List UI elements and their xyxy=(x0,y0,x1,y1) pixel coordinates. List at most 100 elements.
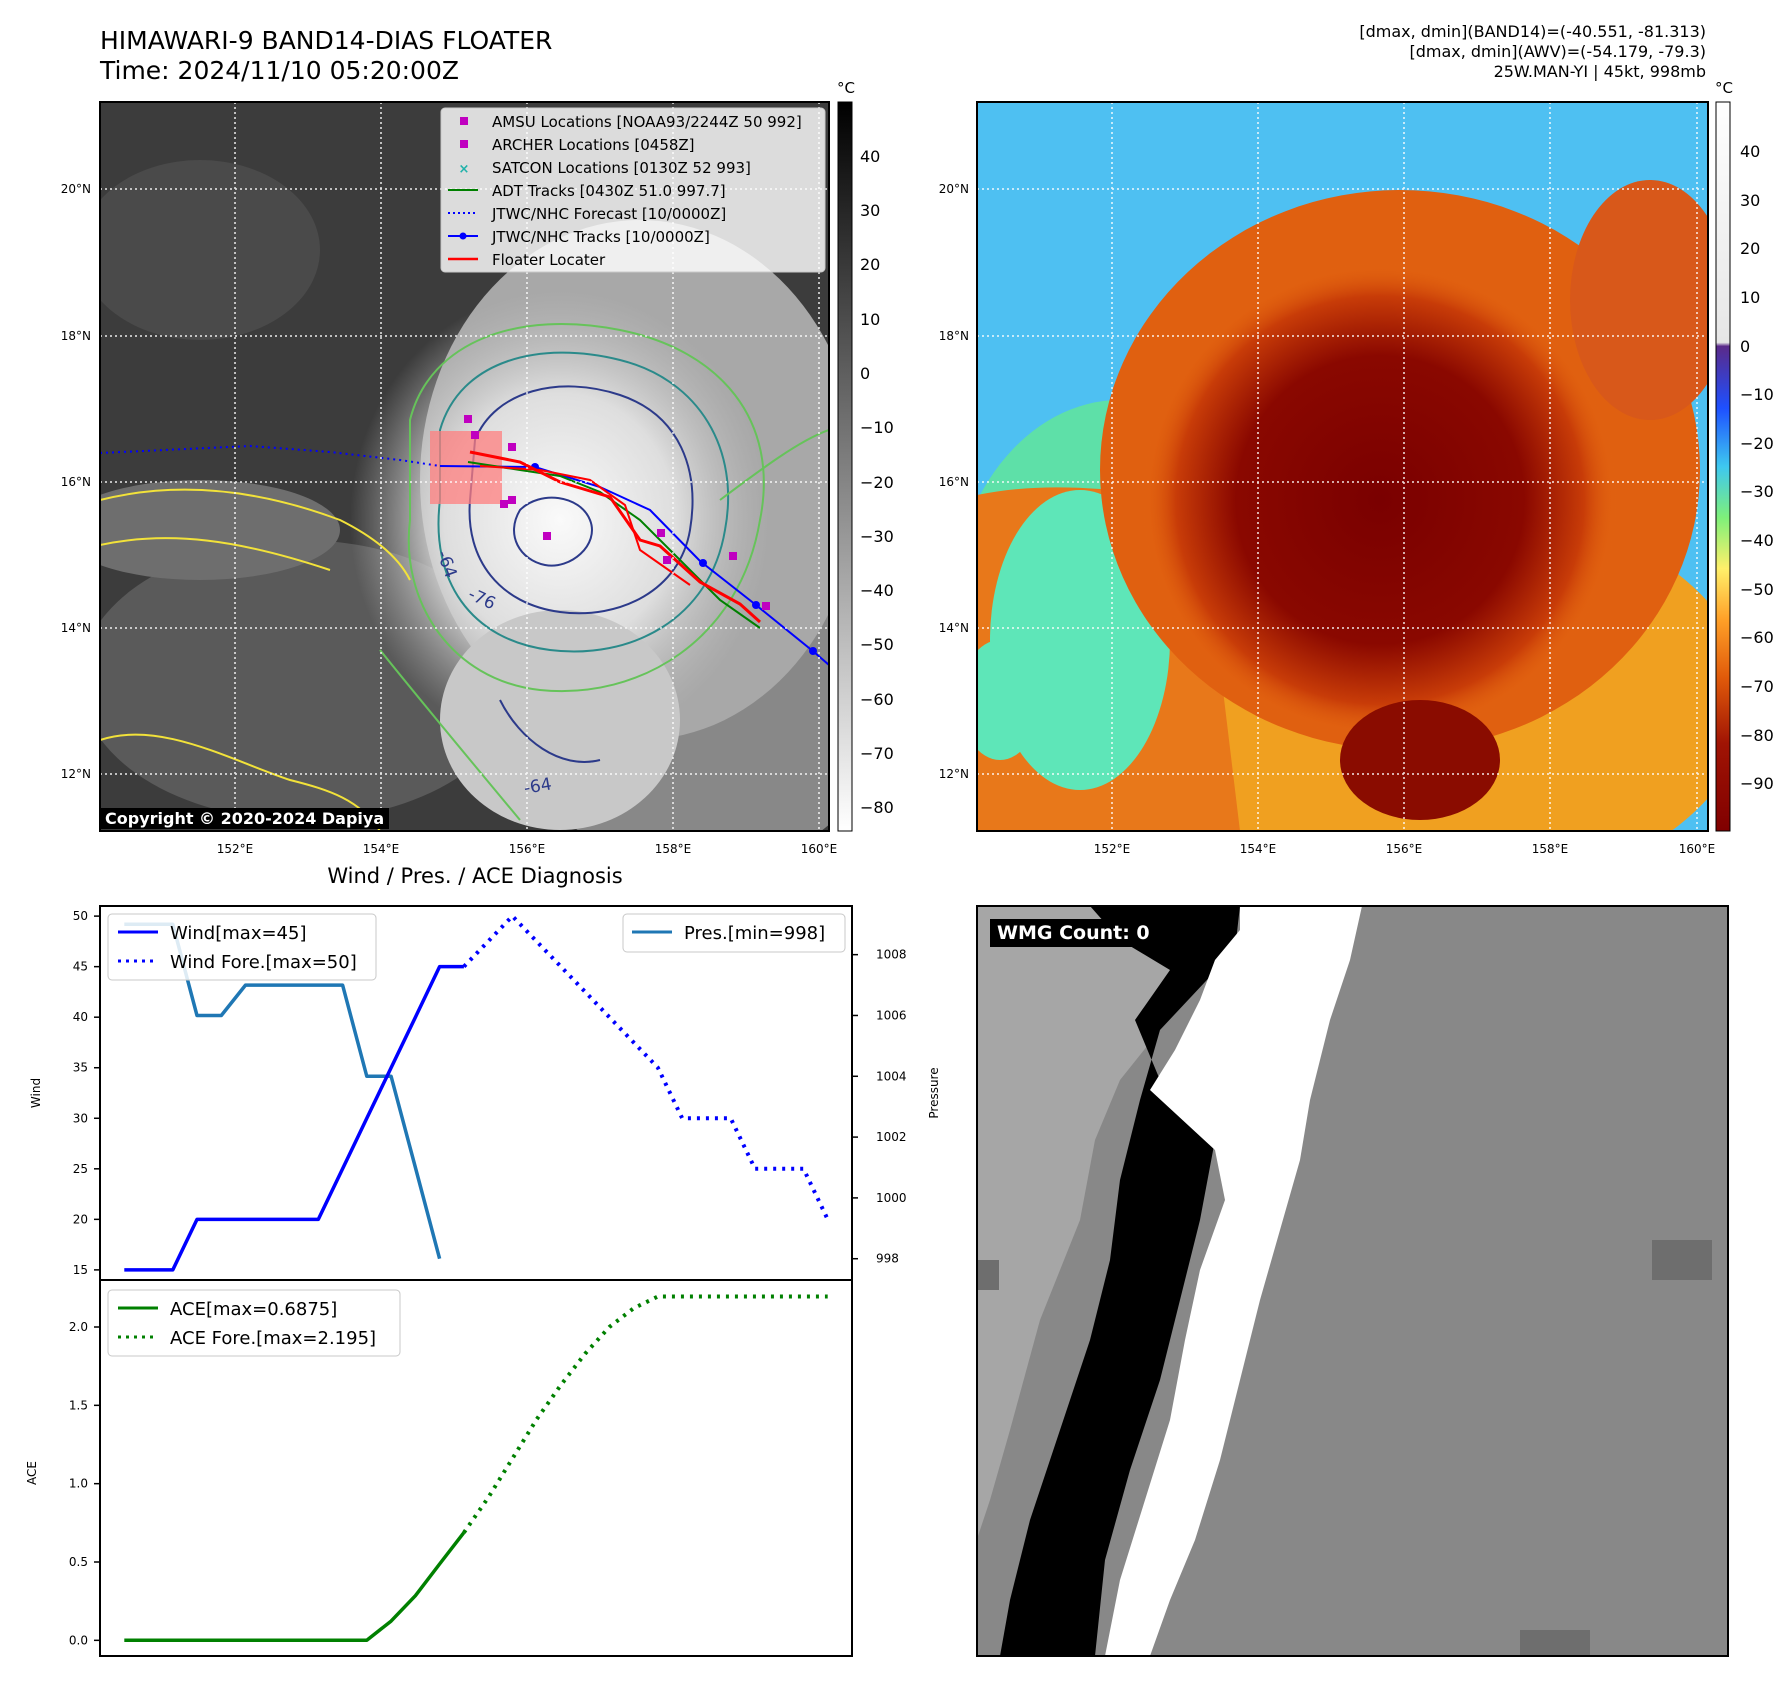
legend-label-satcon: SATCON Locations [0130Z 52 993] xyxy=(492,159,751,177)
awv-map-imagery xyxy=(977,102,1708,831)
lon-label: 154°E xyxy=(1240,842,1277,856)
info-line-awv: [dmax, dmin](AWV)=(-54.179, -79.3) xyxy=(1409,42,1706,61)
ir-map-frame xyxy=(99,101,830,832)
contour-label: -64 xyxy=(522,774,553,799)
ace-tick-label: 1.0 xyxy=(69,1477,88,1491)
lat-label: 12°N xyxy=(939,767,969,781)
wind-tick-label: 50 xyxy=(73,909,88,923)
info-line-band14: [dmax, dmin](BAND14)=(-40.551, -81.313) xyxy=(1359,22,1706,41)
colorbar-tick: 30 xyxy=(860,201,880,220)
colorbar-tick: 20 xyxy=(860,255,880,274)
map-legend: AMSU Locations [NOAA93/2244Z 50 992] ARC… xyxy=(440,107,826,273)
pressure-tick-label: 1002 xyxy=(876,1130,907,1144)
wind-axis: 15 20 25 30 35 40 45 50 xyxy=(73,909,100,1277)
legend-marker-amsu xyxy=(460,117,468,125)
ace-tick-label: 1.5 xyxy=(69,1398,88,1412)
lat-label: 12°N xyxy=(61,767,91,781)
pressure-tick-label: 1000 xyxy=(876,1191,907,1205)
lat-label: 16°N xyxy=(61,475,91,489)
pressure-tick-label: 1008 xyxy=(876,948,907,962)
pressure-axis: 998 1000 1002 1004 1006 1008 xyxy=(852,948,907,1266)
wind-forecast-line xyxy=(462,914,830,1221)
lon-label: 160°E xyxy=(801,842,838,856)
colorbar-unit: °C xyxy=(837,79,855,97)
wind-legend: Wind[max=45] Wind Fore.[max=50] xyxy=(107,913,377,981)
pressure-tick-label: 998 xyxy=(876,1252,899,1266)
colorbar-band14: °C 40 30 20 10 0 −10 −20 −30 −40 −50 −60… xyxy=(837,79,894,832)
legend-label-adt: ADT Tracks [0430Z 51.0 997.7] xyxy=(492,182,726,200)
colorbar-tick: −50 xyxy=(860,635,894,654)
wind-tick-label: 35 xyxy=(73,1061,88,1075)
awv-map-frame xyxy=(976,101,1709,832)
ace-axis-label: ACE xyxy=(25,1461,39,1485)
legend-label-pressure: Pres.[min=998] xyxy=(684,923,825,944)
ace-legend: ACE[max=0.6875] ACE Fore.[max=2.195] xyxy=(107,1289,401,1357)
colorbar-tick: −30 xyxy=(860,527,894,546)
colorbar-tick: −70 xyxy=(860,744,894,763)
wind-tick-label: 25 xyxy=(73,1162,88,1176)
lon-label: 158°E xyxy=(655,842,692,856)
colorbar-tick: −40 xyxy=(860,581,894,600)
legend-label-amsu: AMSU Locations [NOAA93/2244Z 50 992] xyxy=(492,113,802,131)
lon-label: 156°E xyxy=(1386,842,1423,856)
figure-title-line2: Time: 2024/11/10 05:20:00Z xyxy=(100,56,459,85)
diagnosis-title: Wind / Pres. / ACE Diagnosis xyxy=(327,864,622,888)
wind-tick-label: 20 xyxy=(73,1212,88,1226)
pressure-tick-label: 1004 xyxy=(876,1069,907,1083)
colorbar-tick: −60 xyxy=(1740,628,1774,647)
colorbar-tick: 20 xyxy=(1740,239,1760,258)
ace-forecast-line xyxy=(462,1294,828,1534)
colorbar-tick: 40 xyxy=(860,147,880,166)
colorbar-tick: −20 xyxy=(860,473,894,492)
lat-label: 18°N xyxy=(61,329,91,343)
legend-label-wind: Wind[max=45] xyxy=(170,923,307,944)
lat-label: 14°N xyxy=(939,621,969,635)
legend-label-tracks: JTWC/NHC Tracks [10/0000Z] xyxy=(491,228,710,246)
colorbar-tick: −50 xyxy=(1740,580,1774,599)
colorbar-tick: 40 xyxy=(1740,142,1760,161)
legend-label-archer: ARCHER Locations [0458Z] xyxy=(492,136,695,154)
ace-line xyxy=(124,1531,466,1643)
colorbar-tick: −80 xyxy=(860,798,894,817)
ir-map-lat-labels: 20°N 18°N 16°N 14°N 12°N xyxy=(61,182,91,781)
awv-map-lat-labels: 20°N 18°N 16°N 14°N 12°N xyxy=(939,182,969,781)
legend-marker-satcon: × xyxy=(459,162,470,177)
colorbar-tick: −70 xyxy=(1740,677,1774,696)
colorbar-tick: 10 xyxy=(1740,288,1760,307)
lat-label: 16°N xyxy=(939,475,969,489)
lat-label: 14°N xyxy=(61,621,91,635)
colorbar-tick: −30 xyxy=(1740,482,1774,501)
ace-tick-label: 0.0 xyxy=(69,1633,88,1647)
lat-label: 20°N xyxy=(61,182,91,196)
lon-label: 156°E xyxy=(509,842,546,856)
colorbar-tick: −40 xyxy=(1740,531,1774,550)
ir-map-lon-labels: 152°E 154°E 156°E 158°E 160°E xyxy=(217,842,838,856)
legend-label-forecast: JTWC/NHC Forecast [10/0000Z] xyxy=(491,205,726,223)
awv-map-lon-labels: 152°E 154°E 156°E 158°E 160°E xyxy=(1094,842,1716,856)
ace-series xyxy=(124,1294,828,1643)
lon-label: 160°E xyxy=(1679,842,1716,856)
colorbar-unit: °C xyxy=(1715,79,1733,97)
ace-axes xyxy=(99,1279,853,1657)
colorbar-tick: −20 xyxy=(1740,434,1774,453)
copyright-badge: Copyright © 2020-2024 Dapiya xyxy=(100,808,390,829)
lon-label: 158°E xyxy=(1532,842,1569,856)
wind-tick-label: 30 xyxy=(73,1111,88,1125)
lat-label: 18°N xyxy=(939,329,969,343)
ace-tick-label: 2.0 xyxy=(69,1320,88,1334)
legend-label-ace-forecast: ACE Fore.[max=2.195] xyxy=(170,1328,376,1349)
colorbar-tick: 0 xyxy=(860,364,870,383)
wmg-count-badge: WMG Count: 0 xyxy=(990,919,1157,947)
pressure-tick-label: 1006 xyxy=(876,1008,907,1022)
colorbar-tick: 30 xyxy=(1740,191,1760,210)
wmg-imagery xyxy=(977,906,1728,1656)
ace-tick-label: 0.5 xyxy=(69,1555,88,1569)
pressure-axis-label: Pressure xyxy=(927,1067,941,1118)
colorbar-tick: −60 xyxy=(860,690,894,709)
wind-tick-label: 45 xyxy=(73,960,88,974)
lon-label: 152°E xyxy=(1094,842,1131,856)
colorbar-tick: −10 xyxy=(1740,385,1774,404)
figure-title-line1: HIMAWARI-9 BAND14-DIAS FLOATER xyxy=(100,26,553,55)
colorbar-tick: −80 xyxy=(1740,726,1774,745)
lon-label: 154°E xyxy=(363,842,400,856)
